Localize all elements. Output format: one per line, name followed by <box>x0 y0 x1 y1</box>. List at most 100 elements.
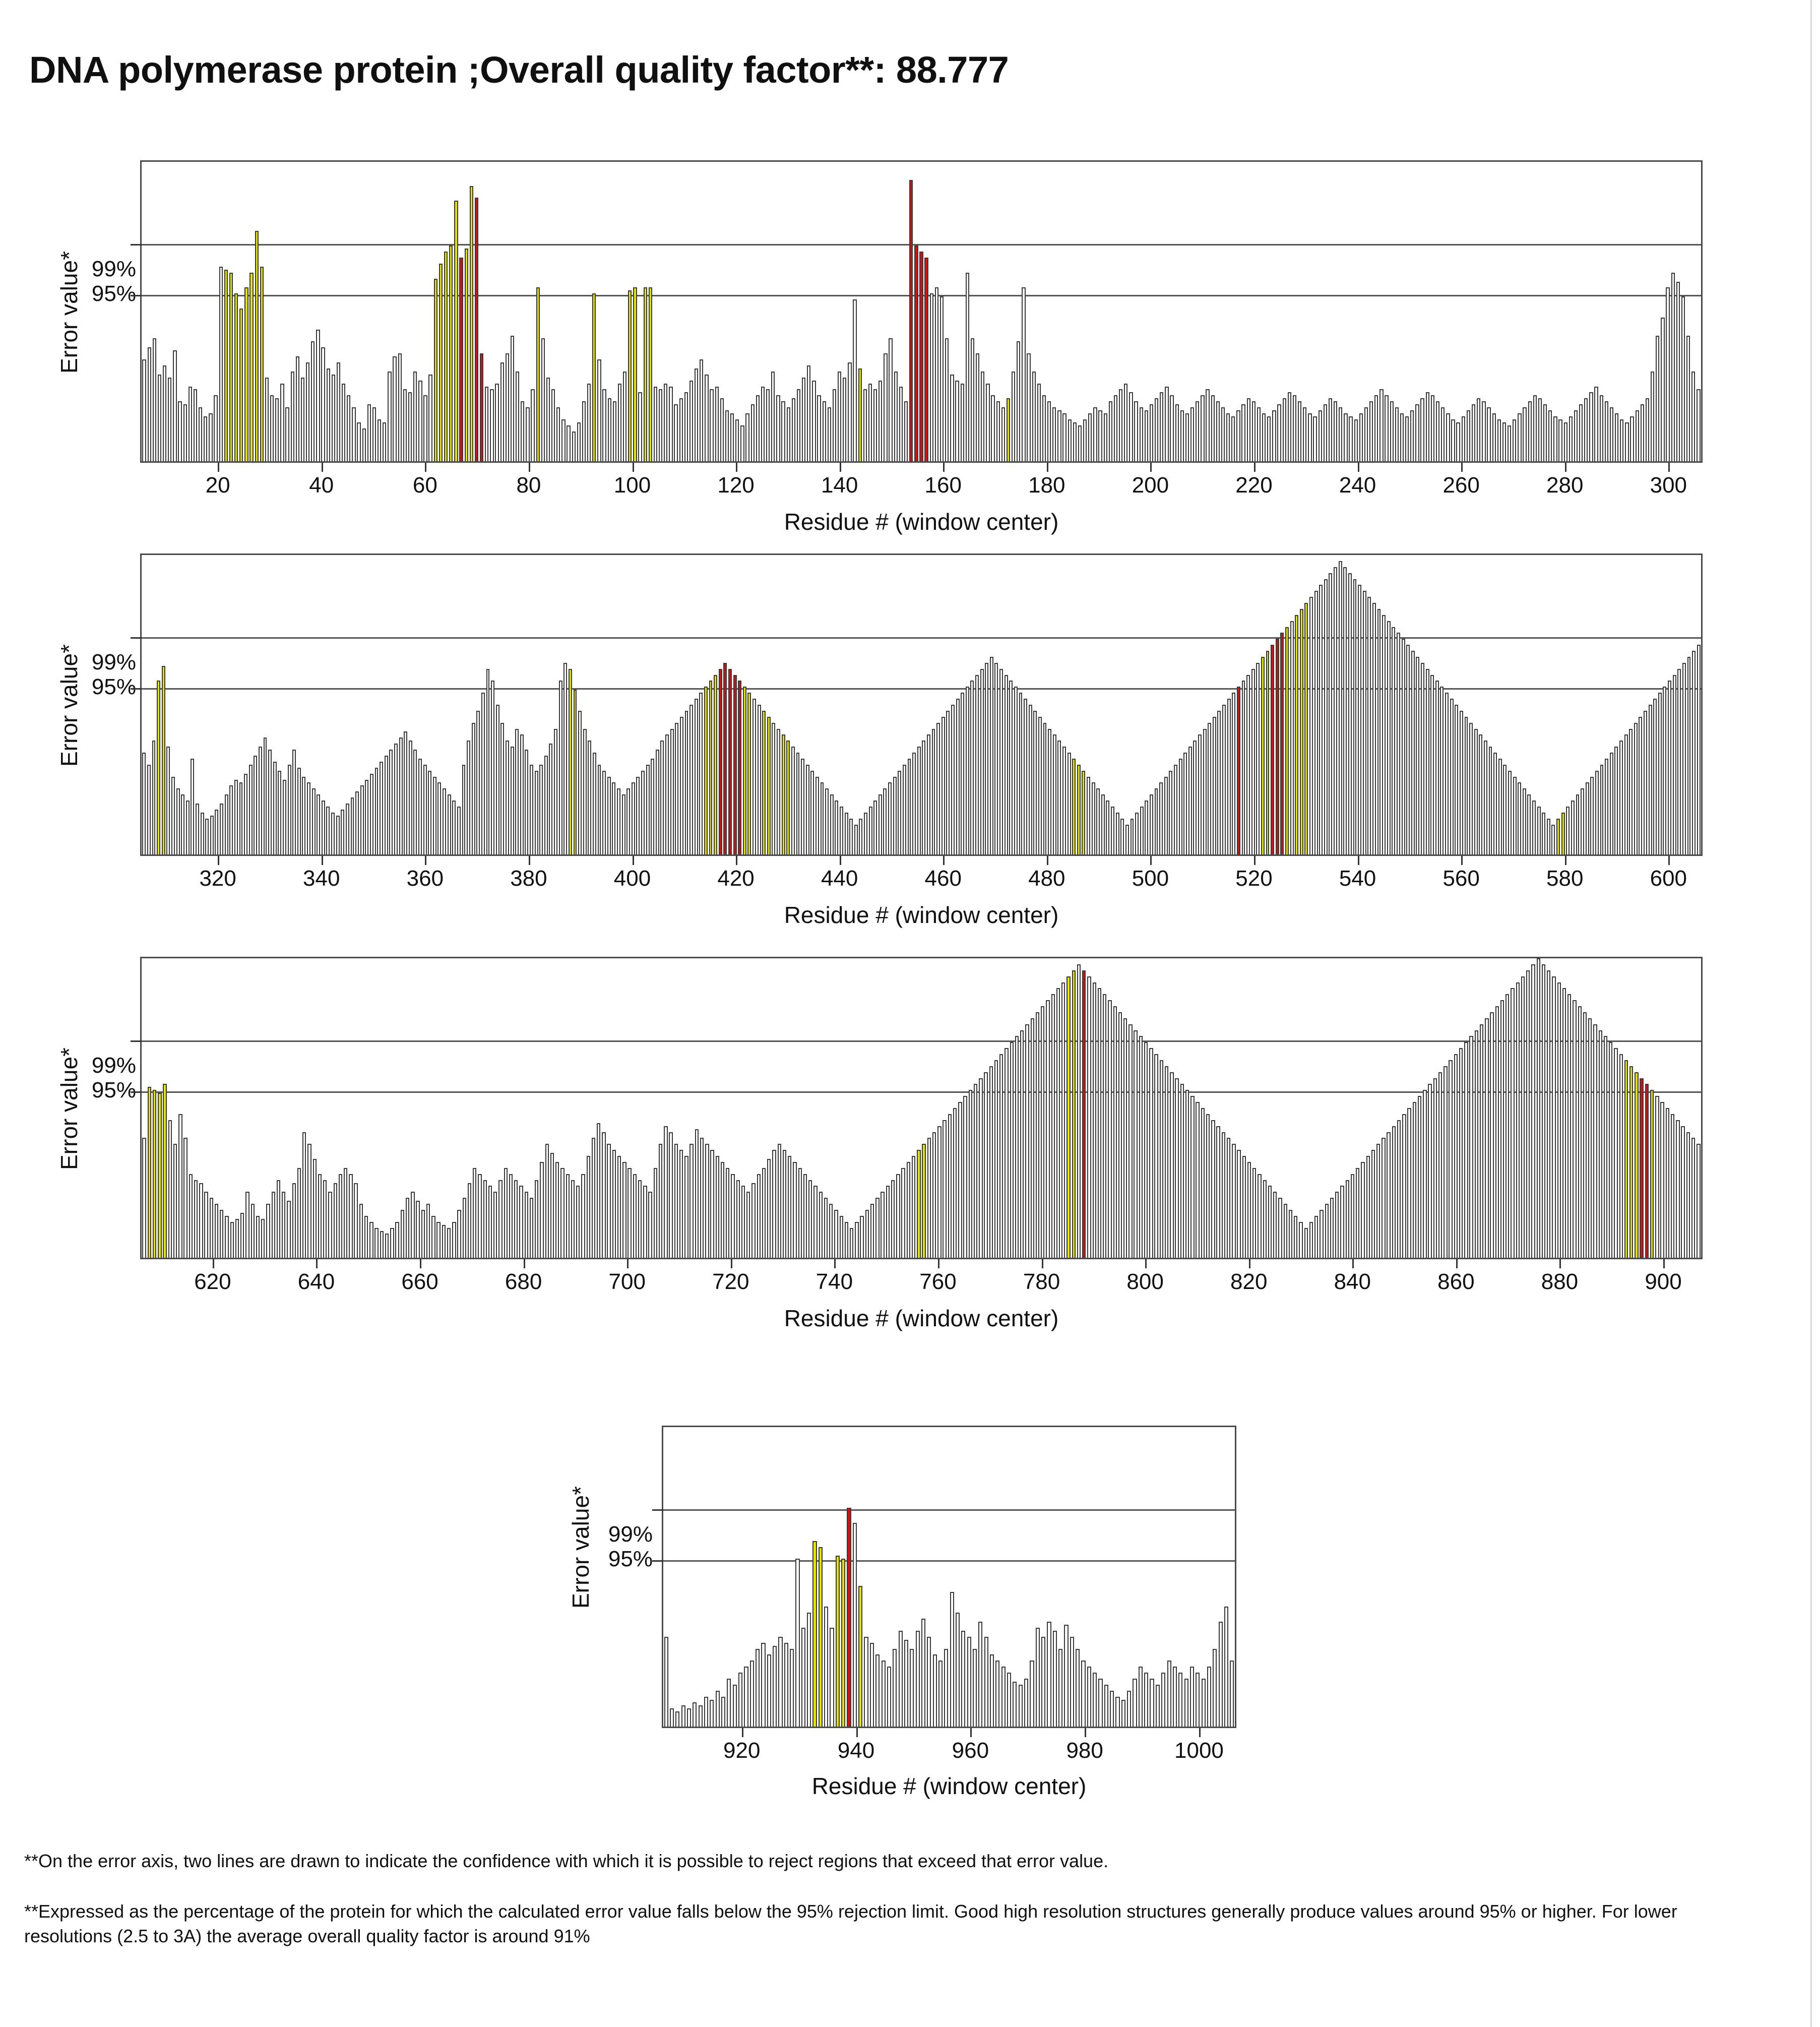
bar <box>1190 1096 1195 1258</box>
bar <box>873 389 877 461</box>
bar <box>224 269 228 461</box>
bar <box>1263 1180 1267 1258</box>
bar <box>1272 410 1276 461</box>
bar <box>932 1654 937 1727</box>
bar <box>1516 982 1520 1258</box>
bar <box>1640 404 1644 461</box>
bar <box>1552 976 1556 1258</box>
bar <box>810 770 814 854</box>
bar <box>1092 982 1096 1258</box>
bar <box>1241 404 1245 461</box>
bar <box>317 794 321 854</box>
bar <box>485 386 489 461</box>
bar <box>331 812 335 854</box>
bar <box>1655 1096 1659 1258</box>
x-tick-label: 540 <box>1339 866 1376 891</box>
bar <box>152 1090 157 1258</box>
bar <box>950 1591 954 1727</box>
bar <box>898 770 902 854</box>
bar <box>830 1627 834 1727</box>
bar <box>1532 801 1536 854</box>
bar <box>704 1696 709 1727</box>
x-tickmark <box>730 1259 732 1268</box>
bar <box>1170 1072 1174 1258</box>
bar <box>1113 395 1118 461</box>
bar <box>248 764 253 854</box>
x-tick-label: 640 <box>297 1269 335 1294</box>
y-tickmark-99 <box>652 1509 663 1511</box>
bar <box>955 1613 960 1727</box>
bar <box>328 1192 332 1258</box>
bar <box>394 744 398 854</box>
bar <box>576 1186 580 1258</box>
bar <box>1553 416 1557 461</box>
bar <box>1139 1036 1143 1258</box>
bar <box>1538 398 1542 461</box>
bar <box>1521 976 1525 1258</box>
bar <box>1203 728 1207 854</box>
bar <box>848 362 852 461</box>
bar <box>1169 770 1173 854</box>
bar <box>761 386 765 461</box>
bar <box>1144 1673 1149 1727</box>
bar <box>1648 705 1652 854</box>
bar <box>1047 401 1051 461</box>
bar <box>142 359 146 461</box>
bar <box>1184 1678 1188 1727</box>
bar <box>1216 401 1220 461</box>
x-tickmark <box>1150 463 1152 472</box>
x-tick-label: 140 <box>821 473 858 498</box>
y-tick-99-4: 99% <box>608 1522 653 1547</box>
bar <box>1358 585 1362 854</box>
bar <box>978 1622 983 1727</box>
bar <box>210 815 214 854</box>
gridline-95 <box>142 1091 1701 1093</box>
bar <box>887 1667 891 1727</box>
bar <box>1128 1024 1133 1258</box>
bar <box>967 1636 971 1727</box>
bar <box>986 383 990 461</box>
bar <box>526 407 530 461</box>
bar <box>1121 1699 1125 1727</box>
bar <box>745 413 749 461</box>
bar <box>230 1221 234 1258</box>
x-tickmark <box>1357 856 1359 865</box>
bar <box>1630 416 1634 461</box>
bar <box>1111 806 1114 854</box>
bar <box>1222 705 1226 854</box>
bar <box>906 1161 911 1258</box>
bar <box>695 368 699 461</box>
bar <box>549 744 553 854</box>
bar <box>1196 1673 1200 1727</box>
bar <box>738 1673 743 1727</box>
bar <box>728 668 732 854</box>
bar <box>777 1144 781 1258</box>
bar <box>921 1619 926 1727</box>
bar <box>1513 776 1517 854</box>
bar <box>965 272 969 461</box>
x-tick-label: 220 <box>1235 473 1273 498</box>
bar <box>1170 395 1174 461</box>
bar <box>545 1144 549 1258</box>
bar <box>347 395 351 461</box>
bar <box>1066 976 1071 1258</box>
bar <box>178 1114 182 1258</box>
bar <box>1028 705 1032 854</box>
bar <box>1466 410 1471 461</box>
x-tick-label: 680 <box>505 1269 542 1294</box>
bar <box>1056 988 1060 1258</box>
bar <box>1369 401 1373 461</box>
bar <box>994 1060 998 1258</box>
bar <box>655 750 659 854</box>
bar <box>1639 716 1643 854</box>
x-tickmark <box>316 1259 318 1268</box>
bar <box>360 785 364 854</box>
x-axis-ticks-4: 920 940 960 980 1000 <box>662 1728 1236 1768</box>
bar <box>244 287 248 461</box>
bar <box>773 1645 777 1727</box>
bar <box>404 731 408 854</box>
bar <box>1019 693 1023 854</box>
bar <box>234 293 238 461</box>
bar <box>551 389 555 461</box>
bar <box>1483 741 1487 854</box>
